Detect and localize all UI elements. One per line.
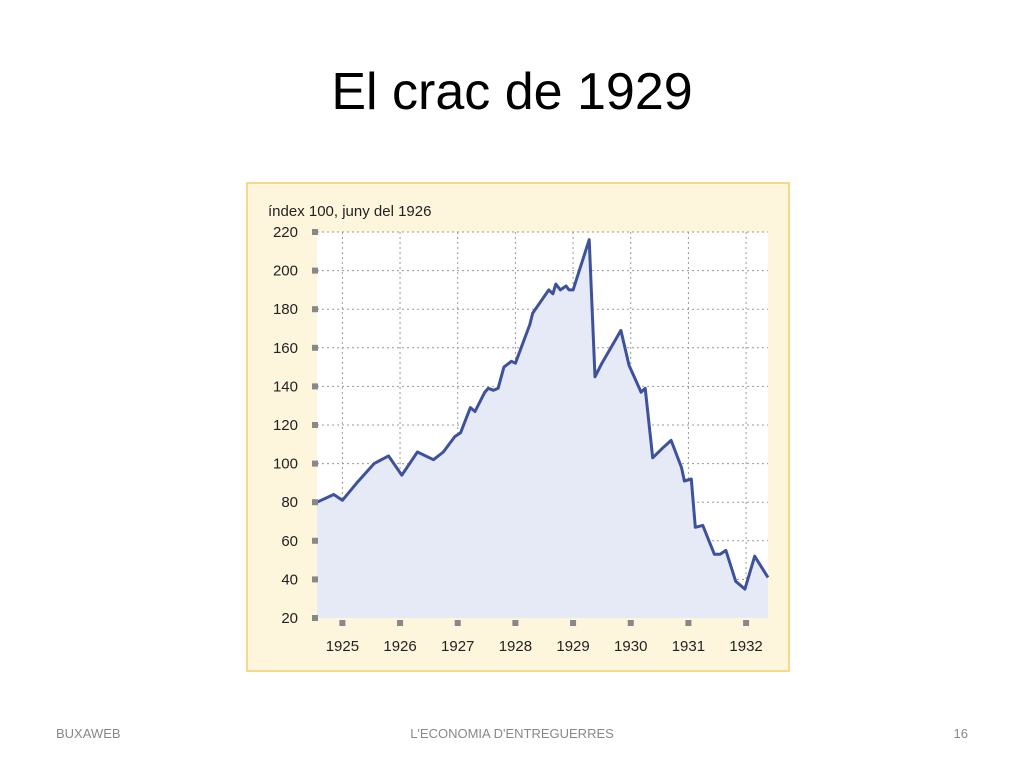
y-tick-label: 120 xyxy=(273,417,298,434)
y-tick-marker xyxy=(312,615,318,621)
x-tick-label: 1928 xyxy=(499,638,532,655)
y-tick-label: 20 xyxy=(281,610,298,627)
x-tick-marker xyxy=(397,620,404,626)
y-tick-marker xyxy=(312,383,318,390)
y-tick-marker xyxy=(312,499,318,506)
x-tick-label: 1931 xyxy=(672,638,705,655)
x-axis-ticks: 1925 1926 1927 1928 1929 1930 1931 1932 xyxy=(326,620,763,655)
y-tick-marker xyxy=(312,460,318,467)
chart-frame: índex 100, juny del 1926 20 40 60 80 100 120 1… xyxy=(246,182,790,672)
y-tick-label: 140 xyxy=(273,378,298,395)
y-tick-label: 60 xyxy=(281,533,298,550)
x-tick-marker xyxy=(570,620,577,626)
y-tick-marker xyxy=(312,229,318,235)
footer-center: L'ECONOMIA D'ENTREGUERRES xyxy=(410,726,614,741)
y-tick-label: 100 xyxy=(273,456,298,473)
y-tick-marker xyxy=(312,344,318,351)
x-tick-marker xyxy=(627,620,634,626)
chart-svg: índex 100, juny del 1926 20 40 60 80 100 120 1… xyxy=(246,182,790,672)
footer-left: BUXAWEB xyxy=(56,726,121,741)
y-tick-label: 80 xyxy=(281,494,298,511)
x-tick-label: 1932 xyxy=(729,638,762,655)
y-tick-marker xyxy=(312,306,318,313)
footer-right: 16 xyxy=(953,726,968,741)
x-tick-marker xyxy=(743,620,750,626)
x-tick-marker xyxy=(454,620,461,626)
y-tick-marker xyxy=(312,267,318,274)
x-tick-marker xyxy=(685,620,692,626)
area-fill xyxy=(317,239,768,618)
x-tick-label: 1925 xyxy=(326,638,359,655)
series-line xyxy=(316,238,770,591)
x-tick-label: 1927 xyxy=(441,638,474,655)
y-tick-label: 160 xyxy=(273,340,298,357)
x-tick-label: 1929 xyxy=(556,638,589,655)
x-tick-label: 1926 xyxy=(383,638,416,655)
y-axis-label: índex 100, juny del 1926 xyxy=(268,203,431,220)
y-tick-label: 180 xyxy=(273,301,298,318)
x-tick-label: 1930 xyxy=(614,638,647,655)
x-tick-marker xyxy=(512,620,519,626)
y-tick-label: 40 xyxy=(281,571,298,588)
y-tick-label: 200 xyxy=(273,263,298,280)
x-tick-marker xyxy=(339,620,346,626)
y-tick-marker xyxy=(312,422,318,428)
y-tick-label: 220 xyxy=(273,224,298,241)
slide-title: El crac de 1929 xyxy=(331,63,693,121)
y-tick-marker xyxy=(312,576,318,583)
y-tick-marker xyxy=(312,537,318,544)
y-axis-ticks: 20 40 60 80 100 120 140 160 180 200 220 xyxy=(273,224,318,627)
